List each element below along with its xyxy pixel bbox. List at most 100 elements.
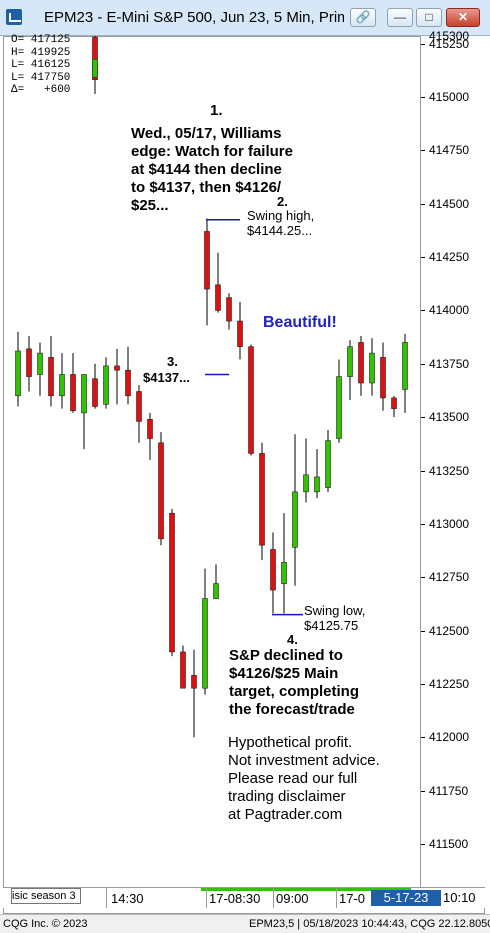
time-separator <box>106 888 107 908</box>
candle-down <box>92 378 98 407</box>
candle-up <box>213 583 219 599</box>
swing-low-line: Swing low, <box>304 603 366 618</box>
price-tick-mark <box>421 97 425 98</box>
current-date-box: 5-17-23 <box>371 890 441 906</box>
time-separator <box>336 888 337 908</box>
ohl-row: O= 417125 <box>11 34 71 46</box>
link-icon: 🔗 <box>355 10 371 24</box>
ohl-row: Δ= +600 <box>11 84 71 96</box>
candle-down <box>204 231 210 290</box>
close-icon: ✕ <box>457 10 469 24</box>
minimize-icon: — <box>394 10 406 24</box>
candle-up <box>103 365 109 405</box>
candle-down <box>70 374 76 412</box>
time-label: 14:30 <box>111 891 144 906</box>
candle-down <box>226 297 232 322</box>
candle-up <box>59 374 65 397</box>
step4-line: $4126/$25 Main <box>229 665 339 682</box>
price-tick-mark <box>421 257 425 259</box>
disclaimer-line: Not investment advice. <box>228 752 380 769</box>
price-tick-mark <box>421 737 425 739</box>
step3-number: 3. <box>167 354 178 369</box>
price-tick-label: 415000 <box>429 90 470 104</box>
candle-up <box>347 346 353 377</box>
candle-down <box>125 369 131 397</box>
session-label[interactable]: isic season 3 <box>11 888 81 904</box>
time-axis[interactable]: isic season 3 14:30 17-08:30 09:00 17-0 … <box>3 887 485 908</box>
price-tick-label: 412250 <box>429 676 470 691</box>
candle-down <box>215 284 221 311</box>
candle-down <box>147 418 153 439</box>
current-time-label: 10:10 <box>443 890 476 905</box>
candle-up <box>292 491 298 548</box>
status-bar: CQG Inc. © 2023 EPM23,5 | 05/18/2023 10:… <box>0 914 490 933</box>
candle-down <box>114 365 120 371</box>
close-button[interactable]: ✕ <box>446 8 480 27</box>
step4-line: target, completing <box>229 683 360 700</box>
candle-down <box>380 357 386 399</box>
session-range-up <box>92 58 98 78</box>
price-tick-label: 412000 <box>429 730 470 745</box>
link-button[interactable]: 🔗 <box>350 8 376 27</box>
price-tick-label: 411500 <box>429 837 469 851</box>
step1-line: $25... <box>131 197 169 214</box>
session-range-down <box>92 36 98 81</box>
price-tick-mark <box>421 150 425 152</box>
candle-up <box>81 374 87 414</box>
price-tick-label: 412750 <box>429 570 470 585</box>
price-tick-label: 414250 <box>429 250 470 265</box>
candle-down <box>180 651 186 689</box>
price-tick-mark <box>421 577 425 579</box>
swing-low-line: $4125.75 <box>304 618 359 633</box>
price-tick-label: 412500 <box>429 623 470 638</box>
candle-up <box>314 476 320 493</box>
price-tick-label: 414000 <box>429 303 470 318</box>
price-tick-label: 411750 <box>429 783 469 798</box>
candle-down <box>136 391 142 422</box>
step2-number: 2. <box>277 194 288 209</box>
disclaimer-line: trading disclaimer <box>228 788 346 805</box>
maximize-button[interactable]: □ <box>416 8 442 27</box>
swing-low-label: Swing low, $4125.75 <box>304 603 365 633</box>
price-tick-label: 413500 <box>429 410 470 425</box>
time-label: 17-0 <box>339 891 366 906</box>
status-info: EPM23,5 | 05/18/2023 10:44:43, CQG 22.12… <box>249 918 490 930</box>
time-label: 09:00 <box>276 891 309 906</box>
swing-high-label: Swing high, $4144.25... <box>247 208 314 238</box>
price-tick-label: 415250 <box>429 36 470 51</box>
copyright-text: CQG Inc. © 2023 <box>3 918 88 930</box>
price-tick-mark <box>421 630 425 632</box>
candle-down <box>158 442 164 540</box>
candle-up <box>15 350 21 397</box>
disclaimer-line: Please read our full <box>228 770 358 787</box>
candle-up <box>202 598 208 689</box>
price-tick-mark <box>421 43 425 45</box>
candle-down <box>358 342 364 384</box>
step4-line: the forecast/trade <box>229 701 355 718</box>
candle-down <box>169 512 175 653</box>
disclaimer-text: Hypothetical profit. Not investment advi… <box>228 734 380 824</box>
price-tick-mark <box>421 470 425 472</box>
window-title: EPM23 - E-Mini S&P 500, Jun 23, 5 Min, P… <box>44 9 344 26</box>
candle-up <box>325 440 331 488</box>
candle-down <box>391 397 397 409</box>
candle-up <box>336 376 342 439</box>
price-axis[interactable]: 411500 411750 412000 412250 412500 412750 4130… <box>420 29 485 887</box>
candle-down <box>26 348 32 377</box>
price-tick-mark <box>421 683 425 685</box>
price-tick-mark <box>421 523 425 525</box>
ohl-row: H= 419925 <box>11 46 71 59</box>
minimize-button[interactable]: — <box>387 8 413 27</box>
candle-down <box>48 357 54 397</box>
price-tick-label: 413750 <box>429 356 470 371</box>
step4-text: S&P declined to $4126/$25 Main target, c… <box>229 647 359 719</box>
step1-line: edge: Watch for failure <box>131 143 293 160</box>
price-tick-label: 415300 <box>429 29 470 43</box>
price-tick-label: 413000 <box>429 516 470 531</box>
step1-text: Wed., 05/17, Williams edge: Watch for fa… <box>131 125 293 215</box>
price-tick-label: 414500 <box>429 196 470 211</box>
maximize-icon: □ <box>425 10 433 24</box>
swing-high-line: $4144.25... <box>247 223 313 238</box>
step1-line: to $4137, then $4126/ <box>131 179 282 196</box>
